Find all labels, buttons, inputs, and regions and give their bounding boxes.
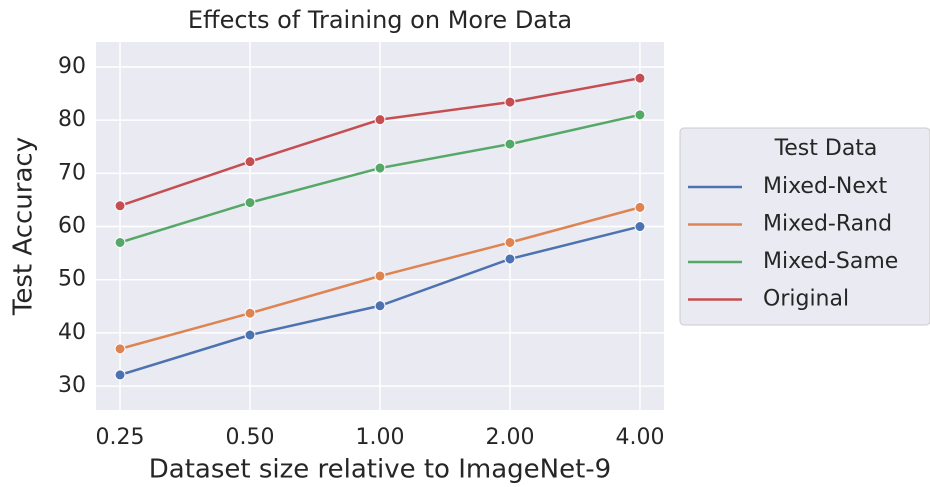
x-tick-label: 4.00 — [615, 425, 664, 450]
point — [374, 300, 386, 312]
point — [374, 270, 386, 282]
point — [634, 221, 646, 233]
point — [504, 138, 516, 150]
legend-label: Mixed-Same — [763, 249, 898, 274]
point — [374, 114, 386, 126]
point — [114, 236, 126, 248]
point — [244, 197, 256, 209]
y-tick-label: 50 — [58, 267, 86, 292]
y-tick-label: 80 — [58, 107, 86, 132]
point — [244, 156, 256, 168]
legend-title: Test Data — [774, 136, 878, 161]
point — [504, 236, 516, 248]
y-tick-label: 60 — [58, 214, 86, 239]
point — [244, 307, 256, 319]
x-tick-label: 1.00 — [356, 425, 405, 450]
y-tick-label: 70 — [58, 160, 86, 185]
x-axis-label: Dataset size relative to ImageNet-9 — [149, 455, 611, 485]
legend: Test Data Mixed-Next Mixed-Rand Mixed-Same O… — [679, 127, 930, 326]
y-tick-label: 90 — [58, 54, 86, 79]
point — [634, 109, 646, 121]
y-tick-label: 40 — [58, 320, 86, 345]
x-tick-label: 0.25 — [96, 425, 145, 450]
x-tick-label: 2.00 — [485, 425, 534, 450]
point — [504, 96, 516, 108]
point — [114, 200, 126, 212]
x-tick-label: 0.50 — [226, 425, 275, 450]
point — [244, 329, 256, 341]
point — [114, 343, 126, 355]
chart-title: Effects of Training on More Data — [188, 6, 572, 34]
legend-label: Mixed-Next — [763, 174, 888, 199]
point — [504, 253, 516, 265]
point — [634, 72, 646, 84]
point — [114, 369, 126, 381]
point — [634, 201, 646, 213]
y-axis-label: Test Accuracy — [9, 137, 39, 316]
point — [374, 162, 386, 174]
y-tick-label: 30 — [58, 373, 86, 398]
legend-box — [679, 127, 930, 326]
legend-label: Mixed-Rand — [763, 212, 892, 237]
legend-label: Original — [763, 287, 849, 312]
